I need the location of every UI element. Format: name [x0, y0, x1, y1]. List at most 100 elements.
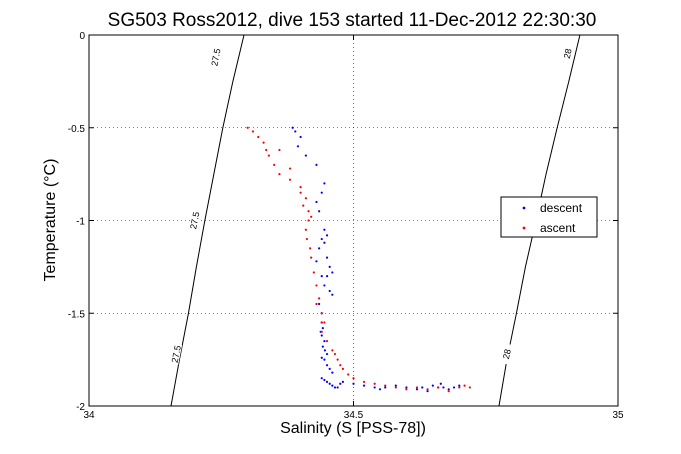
point-descent: [331, 384, 334, 387]
point-ascent: [323, 321, 326, 324]
point-ascent: [447, 390, 450, 393]
point-ascent: [415, 386, 419, 389]
point-ascent: [315, 284, 318, 287]
point-descent: [394, 384, 397, 387]
legend-box: [500, 196, 598, 238]
point-ascent: [463, 384, 466, 387]
point-descent: [323, 339, 326, 343]
point-ascent: [458, 386, 461, 389]
point-ascent: [394, 386, 397, 389]
isopycnal-label: 28: [501, 348, 513, 360]
point-descent: [384, 386, 387, 389]
isopycnal-label-bg: [170, 343, 183, 365]
point-ascent: [288, 167, 292, 170]
point-descent: [304, 154, 307, 157]
y-tick-label: -0.5: [68, 124, 86, 135]
point-descent: [325, 380, 329, 383]
point-ascent: [315, 302, 318, 306]
point-descent: [331, 371, 334, 374]
point-ascent: [299, 186, 302, 189]
point-ascent: [310, 215, 313, 218]
point-descent: [318, 210, 321, 213]
point-ascent: [302, 204, 305, 207]
point-descent: [320, 237, 323, 241]
point-descent: [452, 386, 456, 389]
point-ascent: [347, 373, 350, 376]
point-descent: [405, 386, 408, 389]
isopycnal-label-bg: [210, 46, 222, 68]
isopycnal-label-bg: [561, 42, 574, 65]
y-tick-label: -1: [76, 217, 85, 228]
point-descent: [325, 256, 329, 259]
point-ascent: [331, 349, 334, 352]
point-ascent: [318, 297, 321, 300]
point-ascent: [405, 388, 408, 391]
point-descent: [378, 388, 382, 391]
point-ascent: [373, 382, 376, 385]
point-descent: [325, 234, 329, 237]
point-descent: [320, 275, 323, 278]
legend-marker-ascent: [522, 226, 526, 230]
point-descent: [421, 386, 424, 389]
point-descent: [320, 334, 323, 337]
point-ascent: [267, 154, 270, 157]
point-descent: [328, 367, 331, 370]
point-descent: [291, 126, 294, 129]
point-descent: [323, 182, 326, 185]
point-ascent: [333, 352, 337, 356]
point-descent: [315, 260, 318, 263]
point-descent: [320, 377, 323, 380]
point-descent: [315, 200, 318, 204]
point-ascent: [304, 197, 307, 200]
point-descent: [296, 145, 300, 148]
point-ascent: [352, 377, 355, 380]
point-descent: [320, 356, 323, 359]
point-descent: [328, 382, 331, 385]
point-descent: [321, 326, 324, 330]
point-ascent: [336, 358, 339, 361]
point-descent: [325, 364, 329, 367]
point-ascent: [468, 386, 471, 389]
isopycnal-label-bg: [188, 209, 201, 232]
point-descent: [294, 130, 297, 133]
isopycnal-label: 27.5: [188, 211, 201, 230]
point-descent: [323, 358, 326, 361]
point-descent: [323, 378, 326, 382]
point-descent: [362, 384, 366, 387]
point-ascent: [257, 135, 260, 139]
point-descent: [373, 386, 376, 389]
point-ascent: [320, 312, 323, 315]
point-ascent: [273, 163, 276, 166]
point-descent: [318, 302, 321, 306]
point-descent: [447, 388, 450, 391]
y-tick-label: 0: [79, 31, 85, 42]
point-descent: [333, 386, 337, 389]
isopycnal-label: 28: [562, 48, 574, 60]
point-ascent: [278, 173, 281, 176]
point-descent: [328, 289, 331, 293]
point-descent: [323, 284, 326, 287]
isopycnal-label: 27.5: [209, 48, 222, 67]
point-descent: [323, 228, 326, 231]
axis-ticks: 34 34.5 35 -2 -1.5 -1 -0.5 0: [68, 31, 624, 421]
point-ascent: [305, 237, 309, 241]
legend-label-descent: descent: [540, 201, 583, 215]
point-ascent: [262, 141, 265, 144]
point-ascent: [426, 388, 429, 391]
point-descent: [431, 384, 434, 387]
point-descent: [415, 388, 419, 391]
y-tick-label: -1.5: [68, 309, 86, 320]
point-ascent: [309, 247, 312, 250]
point-ascent: [265, 148, 268, 152]
point-descent: [315, 163, 318, 166]
x-axis-label: Salinity (S [PSS-78]): [280, 420, 426, 437]
point-ascent: [320, 321, 323, 324]
point-descent: [299, 135, 302, 139]
point-ascent: [437, 386, 440, 389]
point-descent: [323, 241, 326, 244]
point-descent: [328, 265, 331, 268]
point-ascent: [251, 130, 255, 133]
y-tick-label: -2: [76, 402, 85, 413]
point-ascent: [307, 210, 310, 213]
